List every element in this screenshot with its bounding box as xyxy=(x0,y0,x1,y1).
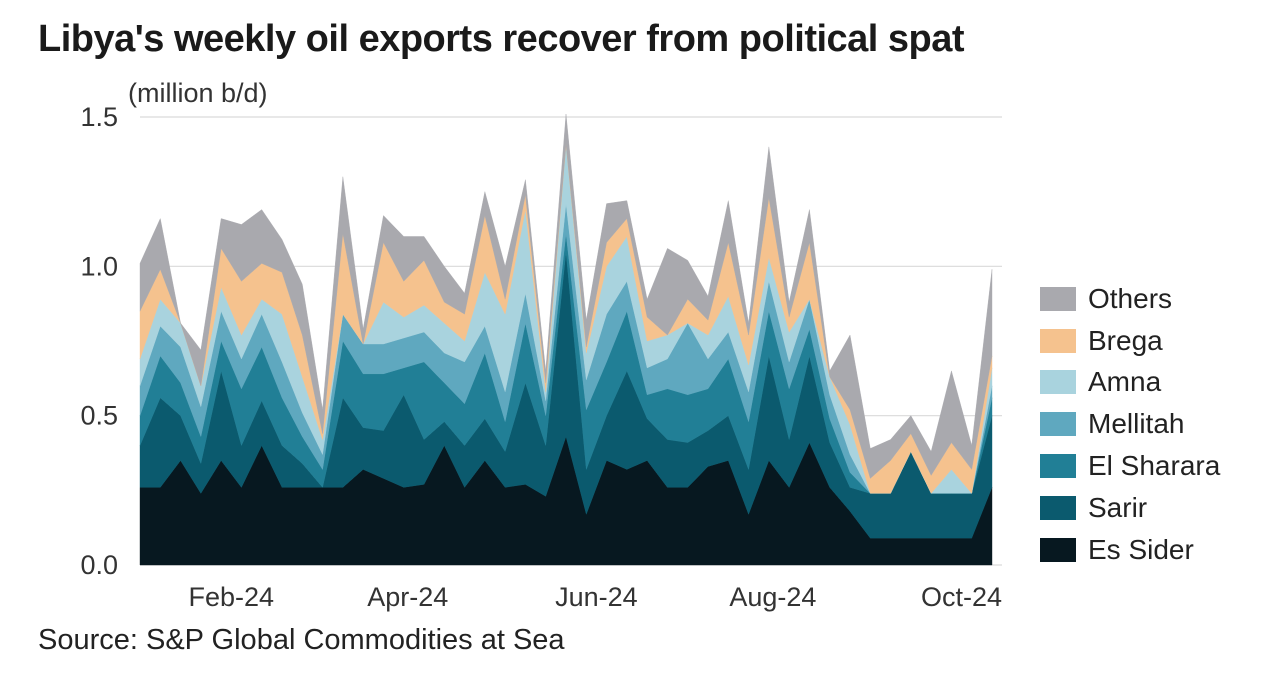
x-tick-label: Aug-24 xyxy=(729,582,816,612)
legend: Others Brega Amna Mellitah El Sharara Sarir Es… xyxy=(1040,278,1220,571)
x-tick-label: Oct-24 xyxy=(921,582,1002,612)
legend-swatch xyxy=(1040,286,1076,311)
legend-item: El Sharara xyxy=(1040,445,1220,487)
legend-label: Mellitah xyxy=(1088,408,1185,440)
legend-label: Brega xyxy=(1088,324,1163,356)
x-tick-label: Jun-24 xyxy=(555,582,638,612)
legend-item: Es Sider xyxy=(1040,529,1220,571)
stacked-area-chart: 0.0 0.5 1.0 1.5 Feb-24 Apr-24 Jun-24 Aug-24 Oct-… xyxy=(80,102,1002,612)
y-tick-label: 0.0 xyxy=(80,550,118,580)
legend-item: Others xyxy=(1040,278,1220,320)
legend-swatch xyxy=(1040,328,1076,353)
y-axis-unit-label: (million b/d) xyxy=(128,78,268,108)
legend-item: Brega xyxy=(1040,320,1220,362)
area-series-layer xyxy=(139,113,993,566)
chart-title: Libya's weekly oil exports recover from … xyxy=(38,18,965,60)
axes: 0.0 0.5 1.0 1.5 Feb-24 Apr-24 Jun-24 Aug-24 Oct-… xyxy=(80,102,1002,612)
x-tick-label: Feb-24 xyxy=(189,582,275,612)
legend-swatch xyxy=(1040,537,1076,562)
legend-label: Sarir xyxy=(1088,491,1148,523)
x-tick-label: Apr-24 xyxy=(367,582,448,612)
legend-swatch xyxy=(1040,454,1076,479)
legend-item: Mellitah xyxy=(1040,403,1220,445)
source-note: Source: S&P Global Commodities at Sea xyxy=(38,624,565,656)
legend-label: El Sharara xyxy=(1088,450,1221,482)
legend-swatch xyxy=(1040,370,1076,395)
y-tick-label: 1.5 xyxy=(80,102,118,132)
legend-label: Others xyxy=(1088,282,1173,314)
area-others xyxy=(139,113,993,479)
legend-swatch xyxy=(1040,412,1076,437)
legend-item: Amna xyxy=(1040,362,1220,404)
legend-label: Es Sider xyxy=(1088,533,1194,565)
y-tick-label: 0.5 xyxy=(80,401,118,431)
legend-label: Amna xyxy=(1088,366,1162,398)
legend-swatch xyxy=(1040,495,1076,520)
y-tick-label: 1.0 xyxy=(80,251,118,281)
legend-item: Sarir xyxy=(1040,487,1220,529)
